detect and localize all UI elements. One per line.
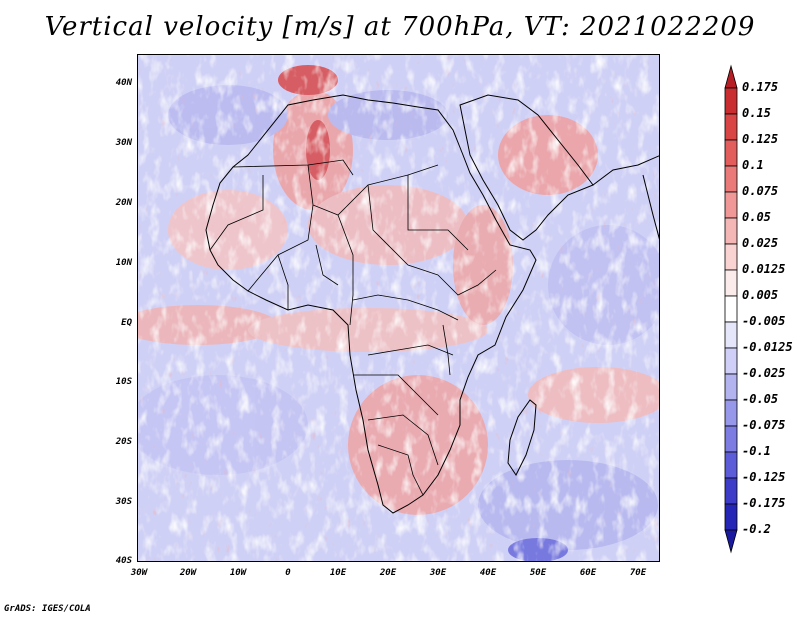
colorbar-label: 0.05: [742, 210, 771, 224]
lat-label-20s: 20S: [115, 437, 132, 447]
field-texture-white: [138, 55, 659, 561]
colorbar-swatch: [724, 243, 738, 271]
colorbar-swatch: [724, 87, 738, 115]
lon-label-20e: 20E: [379, 568, 397, 578]
lat-label-30s: 30S: [115, 497, 132, 507]
grads-credit: GrADS: IGES/COLA: [4, 604, 91, 614]
colorbar-label: 0.125: [742, 132, 779, 146]
lon-label-70e: 70E: [629, 568, 647, 578]
colorbar-swatch: [724, 139, 738, 167]
colorbar-label: -0.125: [742, 470, 786, 484]
colorbar-swatch: [724, 503, 738, 531]
colorbar-swatch: [724, 113, 738, 141]
colorbar-swatch: [724, 295, 738, 323]
lon-label-10w: 10W: [229, 568, 247, 578]
colorbar-swatch: [724, 165, 738, 193]
lat-label-eq: EQ: [121, 318, 132, 328]
colorbar-label: -0.1: [742, 444, 771, 458]
arabia-coastline: [459, 94, 594, 241]
colorbar-label: -0.05: [742, 392, 779, 406]
lon-label-60e: 60E: [579, 568, 597, 578]
colorbar-swatch: [724, 477, 738, 505]
india-coastline: [642, 174, 659, 240]
lat-label-40s: 40S: [115, 556, 132, 566]
colorbar-label: -0.025: [742, 366, 786, 380]
colorbar-swatch: [724, 191, 738, 219]
colorbar-arrow-bottom: [724, 529, 738, 554]
colorbar-swatch: [724, 399, 738, 427]
colorbar-label: -0.005: [742, 314, 786, 328]
madagascar-coastline: [507, 399, 537, 476]
lon-label-40e: 40E: [479, 568, 497, 578]
colorbar-label: -0.175: [742, 496, 786, 510]
colorbar-label: 0.175: [742, 80, 779, 94]
lat-label-10n: 10N: [115, 258, 132, 268]
colorbar-swatch: [724, 321, 738, 349]
colorbar-swatch: [724, 373, 738, 401]
lon-label-0: 0: [285, 568, 291, 578]
lon-label-30w: 30W: [130, 568, 148, 578]
lat-label-40n: 40N: [115, 78, 132, 88]
lon-label-30e: 30E: [429, 568, 447, 578]
colorbar-label: 0.0125: [742, 262, 786, 276]
colorbar-label: -0.2: [742, 522, 771, 536]
colorbar-swatch: [724, 425, 738, 453]
lat-label-20n: 20N: [115, 198, 132, 208]
coastlines: [205, 94, 659, 514]
country-borders: [209, 159, 497, 496]
colorbar-label: 0.075: [742, 184, 779, 198]
colorbar-label: 0.005: [742, 288, 779, 302]
africa-coastline: [205, 94, 537, 514]
map-canvas: [138, 55, 659, 561]
lon-label-50e: 50E: [529, 568, 547, 578]
colorbar-swatch: [724, 347, 738, 375]
lat-label-10s: 10S: [115, 377, 132, 387]
colorbar-label: 0.1: [742, 158, 764, 172]
colorbar-arrow-top: [724, 64, 738, 89]
colorbar-swatch: [724, 217, 738, 245]
lon-label-20w: 20W: [179, 568, 197, 578]
colorbar-label: 0.025: [742, 236, 779, 250]
colorbar-label: -0.075: [742, 418, 786, 432]
lat-label-30n: 30N: [115, 138, 132, 148]
map-title: Vertical velocity [m/s] at 700hPa, VT: 2…: [44, 12, 756, 42]
lon-label-10e: 10E: [329, 568, 347, 578]
asia-coastline: [592, 155, 659, 186]
colorbar-label: 0.15: [742, 106, 771, 120]
colorbar-swatch: [724, 269, 738, 297]
colorbar-label: -0.0125: [742, 340, 793, 354]
colorbar-swatch: [724, 451, 738, 479]
map-plot-area: [137, 54, 660, 562]
